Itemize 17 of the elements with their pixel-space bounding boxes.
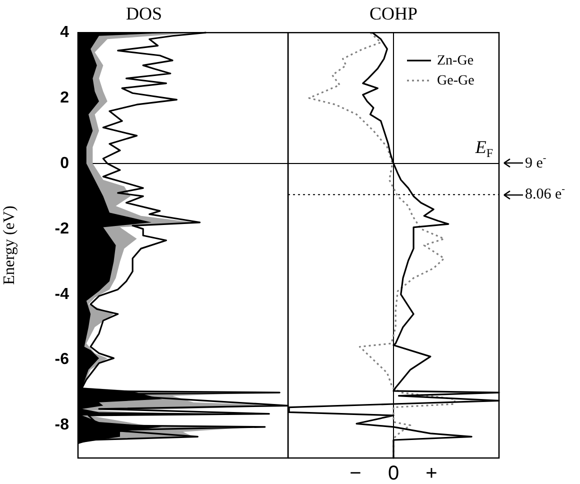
legend-label: Ge-Ge: [437, 73, 474, 88]
y-tick-label: -4: [54, 286, 70, 303]
text: 0: [388, 462, 400, 484]
ref-line-label: 8.06 e-: [525, 184, 565, 203]
y-tick-label: 2: [60, 89, 70, 106]
y-axis-title: Energy (eV): [0, 206, 18, 285]
legend-label: Zn-Ge: [437, 53, 474, 68]
y-tick-label: -8: [54, 416, 70, 434]
y-tick-label: 4: [60, 24, 70, 42]
y-tick-label: -2: [54, 220, 70, 238]
y-tick-label: 0: [60, 154, 70, 172]
text: −: [350, 462, 362, 484]
y-tick-label: -6: [54, 351, 70, 368]
text: +: [426, 462, 438, 484]
chart-title: COHP: [369, 4, 418, 24]
chart-title: DOS: [126, 4, 162, 24]
ref-line-label: 9 e-: [525, 152, 546, 172]
